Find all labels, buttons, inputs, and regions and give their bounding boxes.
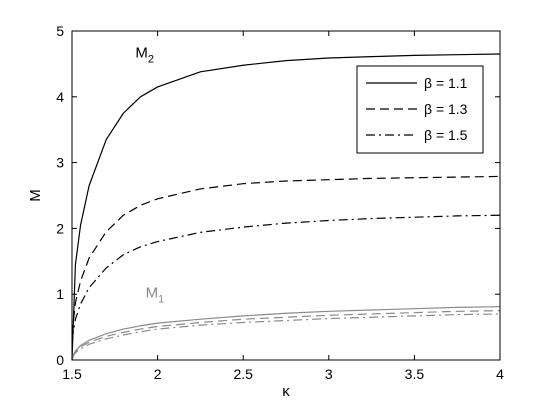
ticks-layer: 1.5 2 2.5 3 3.5 4 0 1 2 3 4 5	[56, 23, 504, 382]
y-tick-label: 4	[56, 89, 64, 105]
annotation-subscript: 2	[148, 53, 154, 65]
y-tick-label: 3	[56, 155, 64, 171]
legend-label: β = 1.5	[424, 127, 468, 143]
legend-label: β = 1.3	[424, 101, 468, 117]
y-tick-label: 2	[56, 220, 64, 236]
annotation-label: M1	[146, 284, 165, 305]
annotation-label: M2	[135, 44, 154, 65]
y-tick-label: 5	[56, 23, 64, 39]
legend-label: β = 1.1	[424, 75, 468, 91]
x-axis-label: κ	[282, 383, 290, 400]
y-axis-label: M	[27, 189, 44, 202]
annotation-subscript: 1	[158, 293, 164, 305]
series-line-M1-3	[71, 313, 501, 358]
plot-frame	[71, 30, 501, 361]
annotation-main: M	[146, 284, 159, 301]
x-tick-label: 3.5	[405, 366, 425, 382]
legend: β = 1.1 β = 1.3 β = 1.5	[356, 65, 484, 154]
x-tick-label: 4	[496, 366, 504, 382]
series-line-M2-3	[71, 214, 501, 341]
series-layer	[71, 53, 501, 361]
x-tick-label: 1.5	[62, 366, 82, 382]
series-line-M2-2	[71, 175, 501, 334]
x-tick-label: 3	[325, 366, 333, 382]
y-tick-label: 1	[56, 286, 64, 302]
legend-box	[356, 65, 484, 154]
series-line-M2-1	[71, 53, 501, 361]
y-tick-label: 0	[56, 352, 64, 368]
x-tick-label: 2.5	[233, 366, 253, 382]
annotation-main: M	[135, 44, 148, 61]
series-line-M1-2	[71, 310, 501, 358]
series-line-M1-1	[71, 306, 501, 361]
x-tick-label: 2	[154, 366, 162, 382]
